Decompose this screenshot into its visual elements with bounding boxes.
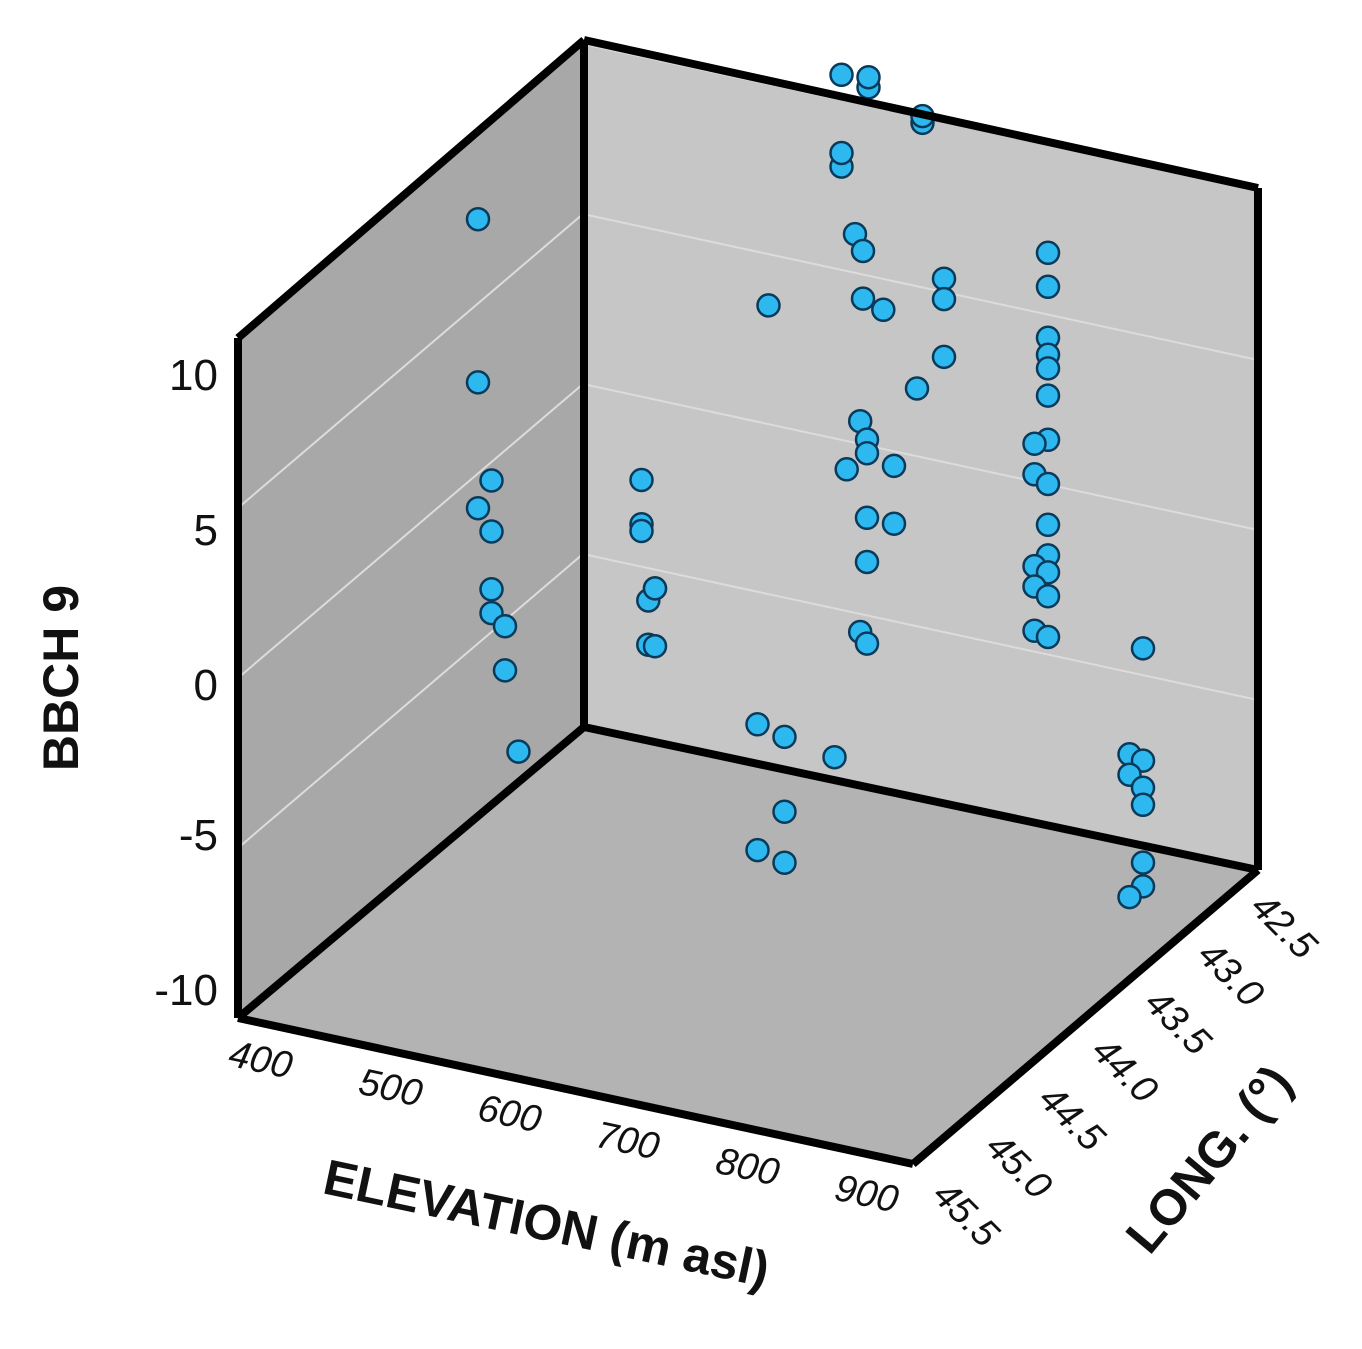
x-tick-label: 900 xyxy=(831,1167,902,1221)
x-tick-label: 600 xyxy=(474,1087,545,1141)
data-point xyxy=(1130,792,1156,818)
edge-left-top xyxy=(235,36,587,342)
data-point xyxy=(1130,850,1156,875)
data-point xyxy=(1130,636,1156,661)
data-point xyxy=(1035,624,1061,650)
data-point xyxy=(1035,356,1061,381)
data-point xyxy=(465,370,491,395)
data-point xyxy=(881,453,907,479)
data-point xyxy=(629,518,654,544)
data-point xyxy=(479,519,504,544)
z-axis-ticks: 10 5 0 -5 -10 xyxy=(154,351,218,1015)
y-tick-label: 43.5 xyxy=(1136,982,1219,1065)
data-point xyxy=(856,64,881,90)
data-point xyxy=(931,344,957,370)
edge-front-x xyxy=(237,1014,914,1168)
z-tick-label: 5 xyxy=(194,506,218,555)
data-point xyxy=(479,468,504,493)
data-point xyxy=(1035,383,1061,408)
data-point xyxy=(772,724,797,750)
data-point xyxy=(1117,884,1142,910)
data-point xyxy=(479,577,504,602)
data-point xyxy=(1022,431,1047,456)
data-point xyxy=(829,62,854,88)
x-axis-title: ELEVATION (m asl) xyxy=(319,1149,774,1298)
data-point xyxy=(506,739,531,764)
data-point xyxy=(1035,512,1061,538)
data-point xyxy=(1035,274,1061,300)
data-point xyxy=(492,613,518,639)
z-tick-label: 10 xyxy=(169,351,218,400)
data-point xyxy=(904,376,930,401)
edge-back-top xyxy=(583,36,1259,192)
data-point xyxy=(1035,471,1061,497)
data-point xyxy=(829,140,854,166)
data-point xyxy=(871,297,896,323)
data-point xyxy=(772,850,797,875)
data-point xyxy=(931,266,957,291)
data-point xyxy=(854,505,880,531)
y-tick-label: 42.5 xyxy=(1242,886,1325,969)
data-point xyxy=(1035,583,1061,609)
data-point xyxy=(834,457,859,482)
data-point xyxy=(745,712,770,737)
frame-edges xyxy=(234,36,1262,1168)
z-tick-label: -10 xyxy=(154,966,218,1015)
data-point xyxy=(642,633,668,659)
y-tick-label: 44.5 xyxy=(1030,1078,1113,1161)
floor xyxy=(238,727,1258,1164)
x-tick-label: 500 xyxy=(355,1061,426,1115)
data-point xyxy=(642,576,668,601)
x-tick-label: 700 xyxy=(592,1114,663,1168)
data-point xyxy=(850,286,876,311)
data-point xyxy=(822,744,847,770)
data-point xyxy=(854,440,880,466)
data-point xyxy=(465,495,491,521)
data-point xyxy=(931,286,957,312)
z-tick-label: 0 xyxy=(194,661,218,710)
z-axis-title: BBCH 9 xyxy=(33,585,89,771)
data-point xyxy=(1035,240,1061,266)
data-point xyxy=(492,658,518,683)
back-wall xyxy=(584,40,1258,870)
data-point xyxy=(850,238,876,264)
data-point xyxy=(772,799,797,824)
y-tick-label: 45.5 xyxy=(924,1174,1007,1257)
y-tick-label: 43.0 xyxy=(1189,934,1271,1016)
data-point xyxy=(629,467,654,493)
data-points xyxy=(465,62,1156,910)
data-point xyxy=(756,293,781,318)
z-tick-label: -5 xyxy=(179,811,218,860)
y-tick-label: 44.0 xyxy=(1083,1030,1165,1112)
x-tick-label: 800 xyxy=(712,1140,783,1194)
edge-floor-back xyxy=(583,723,1259,874)
data-point xyxy=(745,837,770,863)
edge-floor-left xyxy=(235,723,587,1022)
y-tick-label: 45.0 xyxy=(977,1126,1059,1208)
data-point xyxy=(854,549,880,575)
data-point xyxy=(881,511,907,536)
data-point xyxy=(465,206,491,232)
data-point xyxy=(854,631,880,656)
edge-front-y xyxy=(910,866,1261,1168)
x-tick-label: 400 xyxy=(225,1033,296,1087)
